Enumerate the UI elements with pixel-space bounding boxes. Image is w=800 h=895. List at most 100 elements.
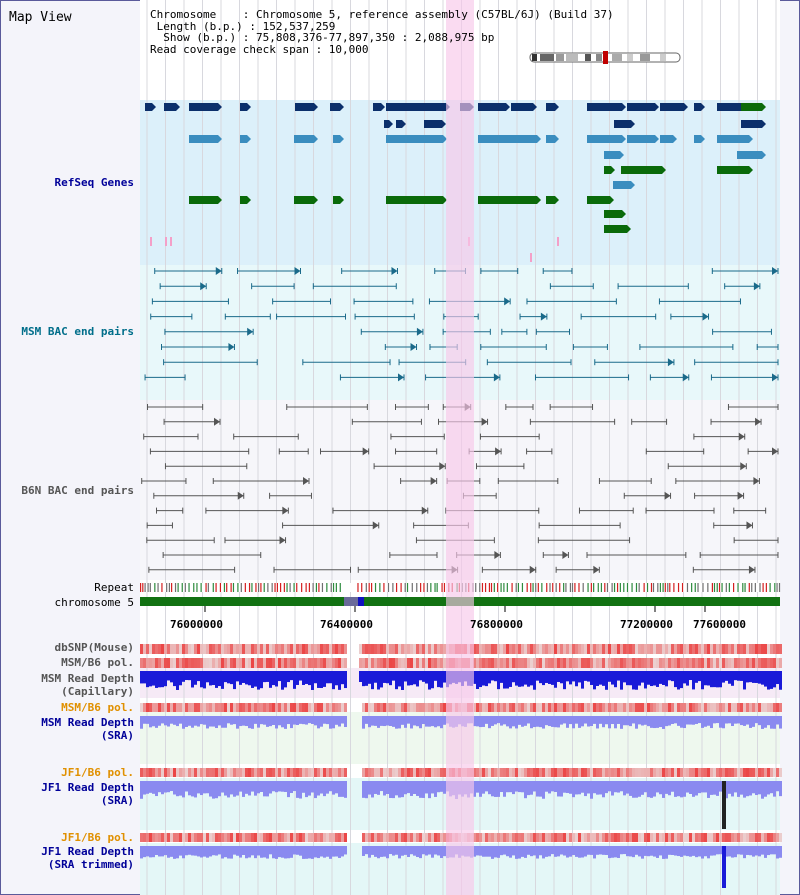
repeat-element [686,583,689,592]
pol-cell [749,703,752,712]
depth-bar [608,671,611,682]
jf1-b6-pol-trim-label[interactable]: JF1/B6 pol. [61,831,134,844]
depth-bar [182,716,185,729]
pol-cell [512,833,515,842]
depth-bar [728,846,731,857]
pol-cell [212,644,215,654]
pol-cell [380,658,383,668]
depth-bar [641,716,644,726]
repeat-element [312,583,314,592]
pol-cell [743,644,746,654]
pol-cell [434,658,437,668]
pol-cell [314,768,317,777]
depth-bar [557,846,560,857]
pol-cell [314,833,317,842]
pol-cell [221,644,224,654]
pol-cell [689,768,692,777]
jf1-b6-pol-label[interactable]: JF1/B6 pol. [61,766,134,779]
pol-cell [296,833,299,842]
depth-bar [506,716,509,727]
pol-cell [611,658,614,668]
repeat-element [506,583,508,592]
repeat-element [694,583,696,592]
pol-cell [314,658,317,668]
pol-cell [623,644,626,654]
depth-bar [314,781,317,799]
depth-bar [152,716,155,727]
pol-cell [197,658,200,668]
msm-b6-pol-label[interactable]: MSM/B6 pol. [61,656,134,669]
axis-tick-label: 76400000 [320,618,373,631]
pol-cell [752,658,755,668]
gene-arrow [314,196,318,204]
depth-bar [218,781,221,797]
repeat-element [721,583,723,592]
depth-bar [149,781,152,793]
msm-depth-sra-label[interactable]: MSM Read Depth [41,716,134,729]
depth-bar [263,716,266,725]
depth-bar [662,671,665,685]
depth-bar [515,716,518,729]
msm-b6-pol-sra-label[interactable]: MSM/B6 pol. [61,701,134,714]
pol-cell [338,833,341,842]
msm-depth-capillary-label[interactable]: MSM Read Depth [41,672,134,685]
pol-cell [653,703,656,712]
pol-cell [566,658,569,668]
b6n-bac-label[interactable]: B6N BAC end pairs [21,484,134,497]
pol-cell [188,644,191,654]
repeat-element [604,583,606,592]
depth-bar [164,781,167,793]
pol-cell [767,644,770,654]
pol-cell [269,833,272,842]
pol-cell [674,768,677,777]
pol-cell [521,768,524,777]
depth-bar [299,846,302,856]
depth-bar [329,846,332,859]
depth-bar [761,671,764,685]
pol-cell [149,768,152,777]
depth-bar [434,671,437,681]
pol-cell [416,644,419,654]
pol-cell [290,833,293,842]
pol-cell [524,658,527,668]
msm-bac-label[interactable]: MSM BAC end pairs [21,325,134,338]
pol-cell [524,833,527,842]
repeat-element [571,583,574,592]
pol-cell [761,768,764,777]
dbsnp-label[interactable]: dbSNP(Mouse) [54,641,134,654]
pol-cell [770,658,773,668]
repeat-element [635,583,638,592]
repeat-element [223,583,226,592]
depth-bar [551,846,554,855]
pol-cell [761,833,764,842]
pol-cell [539,833,542,842]
repeat-element [279,583,282,592]
refseq-label[interactable]: RefSeq Genes [54,176,134,189]
depth-bar [374,716,377,726]
pol-cell [311,658,314,668]
pol-cell [398,658,401,668]
depth-bar [554,846,557,857]
jf1-depth-sra-label[interactable]: JF1 Read Depth [41,781,134,794]
pol-cell [629,658,632,668]
pol-cell [338,703,341,712]
depth-bar [365,671,368,686]
pol-cell [692,658,695,668]
pol-cell [713,644,716,654]
pol-cell [764,768,767,777]
pol-cell [755,644,758,654]
bac-end-arrow [667,358,674,367]
pol-cell [731,703,734,712]
depth-bar [290,716,293,729]
pol-cell [725,703,728,712]
pol-cell [569,658,572,668]
jf1-depth-trim-label[interactable]: JF1 Read Depth [41,845,134,858]
bac-end-arrow [372,521,379,530]
depth-bar [245,671,248,685]
depth-bar [608,716,611,729]
depth-bar [407,846,410,858]
depth-bar [140,781,143,799]
pol-cell [614,703,617,712]
depth-bar [308,781,311,796]
